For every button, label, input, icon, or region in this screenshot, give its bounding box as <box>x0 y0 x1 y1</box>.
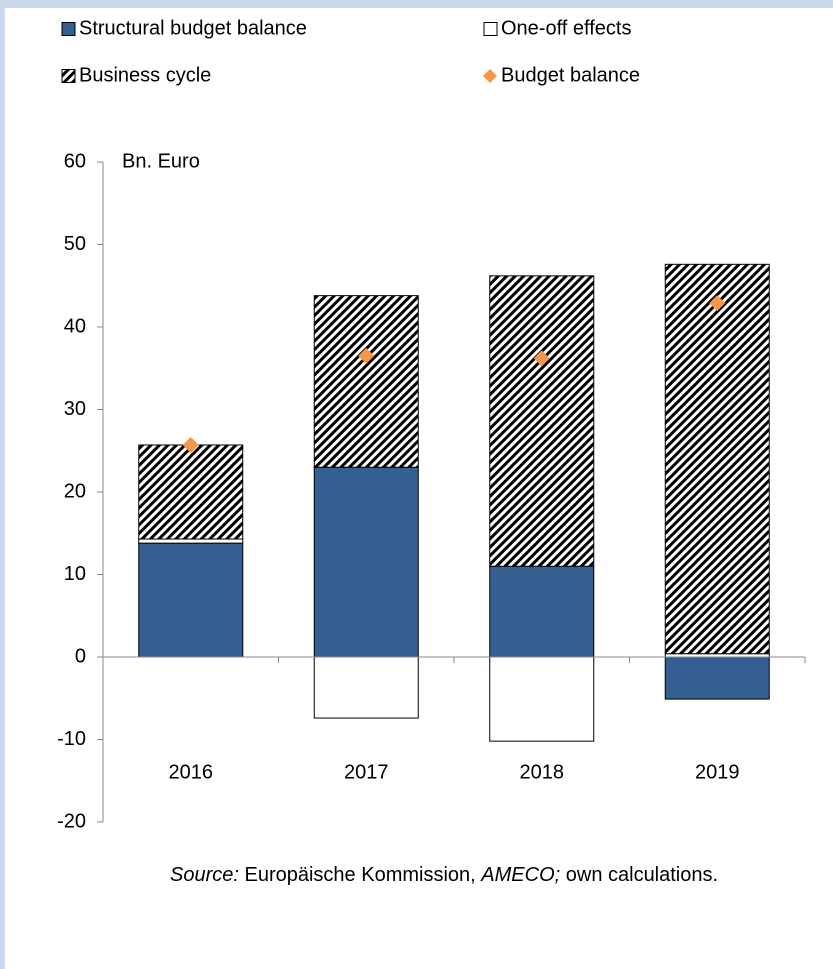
bar <box>664 656 770 700</box>
y-tick-label: 60 <box>64 150 86 172</box>
x-tick-label: 2016 <box>169 761 214 783</box>
legend-swatch <box>61 69 76 83</box>
source-note: Source: Europäische Kommission, AMECO; o… <box>170 864 718 887</box>
source-text: AMECO; <box>481 864 561 886</box>
legend-label: Business cycle <box>79 64 211 86</box>
bar <box>138 538 244 544</box>
y-tick-label: 0 <box>75 645 86 667</box>
legend-label: Structural budget balance <box>79 17 307 39</box>
source-label: Source: <box>170 864 239 886</box>
source-text: own calculations. <box>565 864 719 886</box>
marker <box>358 347 375 364</box>
y-axis-label: Bn. Euro <box>122 150 200 172</box>
bar <box>138 542 244 658</box>
x-tick-label: 2017 <box>344 761 389 783</box>
x-tick-label: 2018 <box>520 761 565 783</box>
y-tick-label: 30 <box>64 398 86 420</box>
bar <box>664 263 770 655</box>
legend-label: One-off effects <box>501 17 631 39</box>
bar <box>489 656 595 742</box>
y-tick-label: 40 <box>64 315 86 337</box>
x-tick-label: 2019 <box>695 761 740 783</box>
marker <box>182 436 199 453</box>
y-tick-label: -20 <box>57 810 86 832</box>
marker <box>533 350 550 367</box>
legend-marker <box>483 69 497 83</box>
bar <box>313 466 419 658</box>
bar <box>313 295 419 468</box>
y-tick-label: 20 <box>64 480 86 502</box>
bar <box>489 565 595 658</box>
legend-label: Budget balance <box>501 64 640 86</box>
y-tick-label: -10 <box>57 728 86 750</box>
bar <box>138 444 244 540</box>
y-tick-label: 50 <box>64 233 86 255</box>
bar <box>313 656 419 719</box>
bar <box>489 275 595 567</box>
y-tick-label: 10 <box>64 563 86 585</box>
marker <box>709 295 726 312</box>
source-text: Europäische Kommission, <box>244 864 476 886</box>
frame <box>0 0 5 969</box>
frame <box>0 0 833 8</box>
legend-swatch <box>483 22 498 36</box>
legend-swatch <box>61 22 76 36</box>
